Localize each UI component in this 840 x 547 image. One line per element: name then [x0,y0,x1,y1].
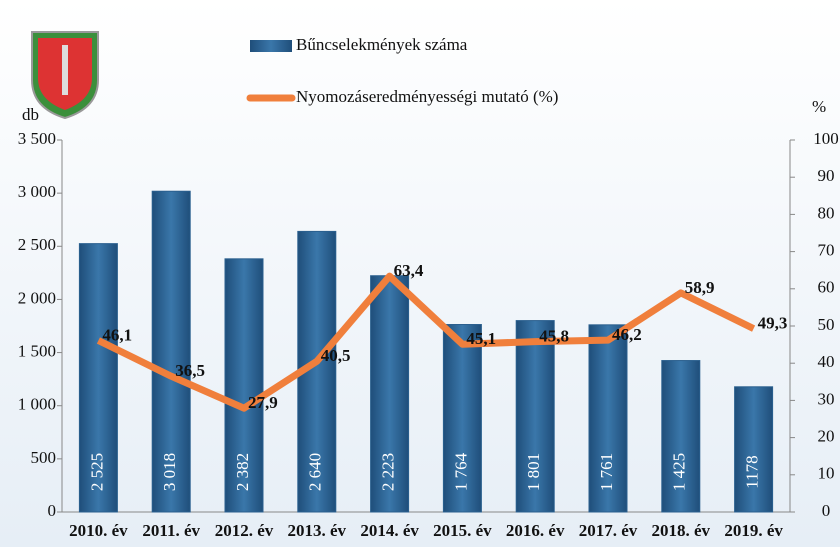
y2-tick-label: 70 [818,241,835,260]
y-tick-label: 3 500 [18,129,56,148]
y-tick-label: 500 [31,448,57,467]
bar-value-label: 2 525 [87,453,106,491]
bar [78,243,118,513]
y2-tick-label: 100 [813,129,839,148]
line-value-label: 46,1 [102,325,132,344]
y2-tick-label: 80 [818,203,835,222]
bar-value-label: 2 382 [233,453,252,491]
y-tick-label: 0 [48,501,57,520]
y2-tick-label: 0 [822,501,831,520]
bar [515,320,555,513]
line-value-label: 45,1 [466,329,496,348]
y-tick-label: 2 000 [18,288,56,307]
logo [31,31,99,120]
bar [151,190,191,513]
bar-value-label: 1 761 [597,453,616,491]
legend-swatch [250,40,292,52]
x-tick-label: 2013. év [288,521,347,540]
x-tick-label: 2016. év [506,521,565,540]
x-tick-label: 2011. év [142,521,200,540]
line-value-label: 45,8 [539,327,569,346]
y2-tick-label: 90 [818,166,835,185]
line-value-label: 49,3 [758,314,788,333]
y-axis-unit: db [22,105,39,124]
x-tick-label: 2019. év [724,521,783,540]
bar [588,324,628,513]
bar-value-label: 1178 [743,455,762,488]
bar-value-label: 1 801 [524,453,543,491]
y-tick-label: 1 000 [18,395,56,414]
x-tick-label: 2018. év [652,521,711,540]
y2-tick-label: 10 [818,464,835,483]
line-value-label: 27,9 [248,393,278,412]
bar [661,360,701,513]
bar-value-label: 1 425 [670,453,689,491]
legend-label: Bűncselekmények száma [296,35,468,54]
bar-value-label: 3 018 [160,453,179,491]
x-tick-label: 2017. év [579,521,638,540]
y2-tick-label: 50 [818,315,835,334]
y2-axis-unit: % [812,97,826,116]
y2-tick-label: 20 [818,427,835,446]
line [96,272,756,412]
x-tick-label: 2012. év [215,521,274,540]
y2-tick-label: 60 [818,278,835,297]
line-value-label: 36,5 [175,361,205,380]
bar [224,258,264,513]
x-tick-label: 2015. év [433,521,492,540]
y-tick-label: 1 500 [18,341,56,360]
y-tick-label: 2 500 [18,235,56,254]
line-value-label: 58,9 [685,278,715,297]
legend-label: Nyomozáseredményességi mutató (%) [296,87,558,106]
bar-value-label: 1 764 [451,452,470,491]
bar [370,275,410,513]
line-value-label: 63,4 [394,261,424,280]
line-value-label: 46,2 [612,325,642,344]
bar [734,386,774,513]
y2-tick-label: 30 [818,389,835,408]
x-tick-label: 2014. év [360,521,419,540]
bar [442,324,482,513]
y-tick-label: 3 000 [18,182,56,201]
x-tick-label: 2010. év [69,521,128,540]
bar-value-label: 2 223 [379,453,398,491]
y2-tick-label: 40 [818,352,835,371]
bar-value-label: 2 640 [306,453,325,491]
line-value-label: 40,5 [321,346,351,365]
